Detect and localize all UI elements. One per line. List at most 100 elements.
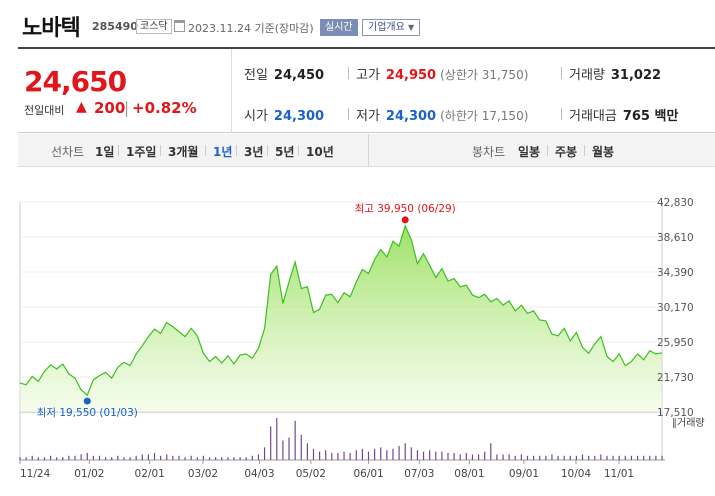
volume-bar (630, 455, 633, 460)
volume-bar (545, 455, 547, 460)
stock-code: 285490 (92, 20, 138, 33)
volume-bar (410, 447, 412, 460)
up-arrow-icon: ▲ (76, 99, 87, 115)
volume-bar (612, 455, 614, 460)
open-label: 시가 (244, 109, 268, 124)
max-marker (401, 216, 409, 224)
y-tick-label: 30,170 (657, 302, 694, 314)
volume-bar (655, 455, 657, 460)
prev-close-field: 전일 24,450 (244, 64, 324, 83)
period-10y[interactable]: 10년 (306, 145, 334, 159)
y-tick-label: 38,610 (657, 232, 694, 244)
company-info-dropdown[interactable]: 기업개요 ▼ (362, 19, 421, 36)
prev-close-value: 24,450 (273, 68, 325, 83)
period-1w[interactable]: 1주일 (126, 145, 157, 159)
chevron-down-icon: ▼ (408, 23, 415, 32)
volume-bar (588, 455, 590, 460)
high-field: 고가 24,950 (상한가 31,750) (356, 64, 528, 83)
current-price: 24,650 (24, 65, 127, 98)
volume-bar (208, 457, 211, 460)
min-marker (83, 397, 91, 405)
volume-value: 31,022 (610, 68, 662, 83)
volume-bar (123, 457, 125, 460)
realtime-button[interactable]: 실시간 (320, 19, 358, 36)
x-axis-labels: 11/24 01/02 02/01 03/02 04/03 05/02 06/01 07/03… (19, 460, 634, 480)
y-axis-labels: 42,830 38,610 34,390 30,170 25,950 21,730 17,5… (657, 197, 694, 419)
period-3y[interactable]: 3년 (244, 145, 264, 159)
x-tick-label: 03/02 (188, 468, 218, 480)
period-1y[interactable]: 1년 (213, 145, 233, 159)
volume-bar (380, 447, 382, 460)
price-line (19, 224, 663, 397)
volume-bar (624, 455, 626, 460)
price-summary: 24,650 전일대비 ▲ 200 | +0.82% 전일 24,450 고가 24… (18, 47, 715, 133)
volume-bar (202, 455, 205, 460)
candle-monthly[interactable]: 월봉 (592, 145, 615, 159)
volume-bar (263, 447, 266, 460)
volume-bar (325, 450, 327, 460)
high-value: 24,950 (385, 68, 437, 83)
volume-bar (575, 455, 577, 460)
volume-bar (447, 453, 449, 460)
volume-bar (178, 455, 180, 460)
volume-bar (392, 448, 394, 460)
volume-bar (111, 457, 113, 460)
volume-bar (25, 457, 27, 460)
price-area (19, 224, 663, 412)
volume-bar (331, 453, 333, 460)
volume-axis-label: ∥거래량 (672, 417, 705, 429)
volume-bar (86, 453, 88, 460)
candle-daily[interactable]: 일봉 (518, 145, 541, 159)
volume-bar (276, 418, 278, 460)
divider (236, 145, 237, 156)
volume-bar (416, 450, 419, 460)
volume-bar (361, 448, 363, 460)
volume-bar (294, 420, 296, 460)
x-tick-label: 09/01 (509, 468, 539, 480)
volume-bars: ∥거래량 (19, 417, 705, 460)
period-5y[interactable]: 5년 (275, 145, 295, 159)
divider (547, 145, 548, 156)
volume-bar (190, 455, 192, 460)
divider (368, 134, 369, 167)
volume-bar (465, 453, 467, 460)
volume-bar (526, 455, 529, 460)
base-date: 2023.11.24 기준(장마감) (188, 22, 314, 35)
volume-bar (429, 450, 431, 460)
volume-bar (422, 451, 425, 460)
trade-value: 765 백만 (622, 109, 679, 124)
prev-close-label: 전일 (244, 68, 268, 83)
volume-bar (435, 451, 437, 460)
volume-field: 거래량 31,022 (569, 64, 661, 83)
divider (348, 67, 349, 79)
volume-bar (471, 454, 474, 460)
volume-bar (257, 454, 260, 460)
line-chart-label: 선차트 (51, 145, 85, 159)
volume-bar (282, 440, 284, 460)
volume-bar (618, 455, 620, 460)
volume-bar (477, 454, 480, 460)
candle-weekly[interactable]: 주봉 (555, 145, 578, 159)
volume-bar (172, 455, 174, 460)
divider (205, 145, 206, 156)
divider (267, 145, 268, 156)
change-label: 전일대비 (24, 104, 65, 117)
trade-value-field: 거래대금 765 백만 (569, 105, 678, 124)
change-percent: +0.82% (132, 99, 197, 117)
divider (118, 145, 119, 156)
period-1d[interactable]: 1일 (95, 145, 115, 159)
low-label: 저가 (356, 109, 380, 124)
volume-bar (92, 455, 94, 460)
volume-bar (508, 454, 510, 460)
volume-bar (636, 455, 639, 460)
y-tick-label: 34,390 (657, 267, 694, 279)
volume-bar (459, 454, 461, 460)
volume-bar (306, 443, 308, 460)
volume-bar (37, 457, 39, 460)
volume-bar (496, 454, 498, 460)
period-3m[interactable]: 3개월 (168, 145, 199, 159)
x-tick-label: 08/01 (454, 468, 484, 480)
volume-bar (135, 455, 137, 460)
volume-bar (184, 457, 186, 460)
volume-bar (349, 453, 351, 460)
